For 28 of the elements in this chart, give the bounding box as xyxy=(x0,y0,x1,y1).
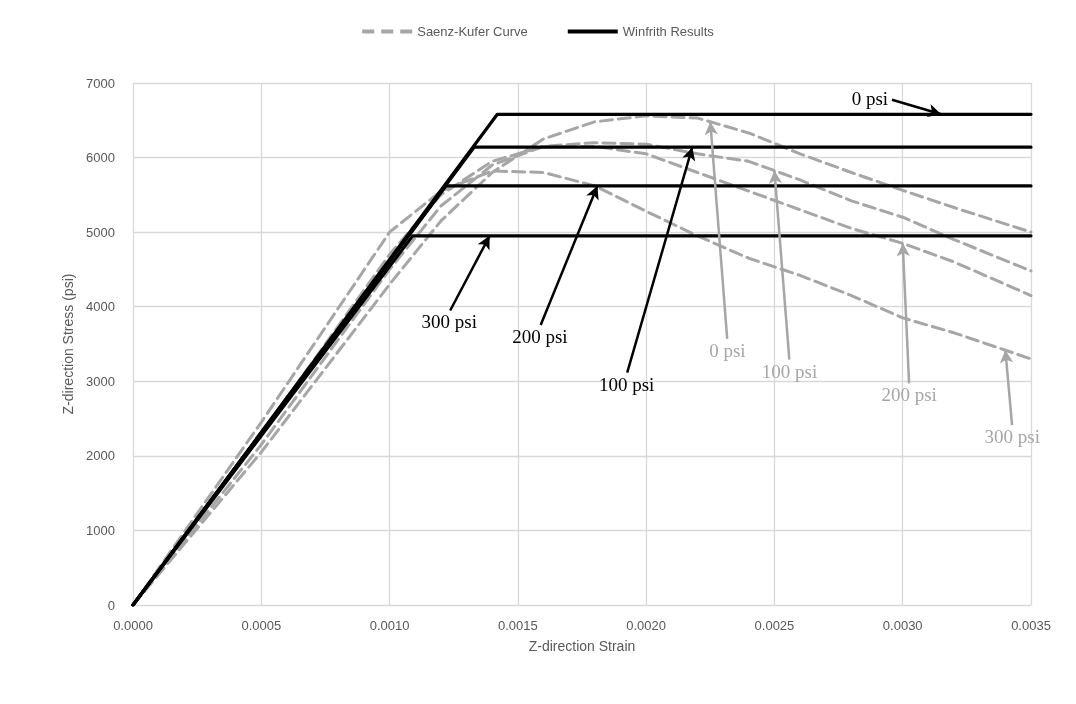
annotation: 100 psi xyxy=(761,360,818,382)
annotation: 0 psi xyxy=(851,88,889,110)
y-tick-label: 6000 xyxy=(86,150,115,166)
y-tick-label: 5000 xyxy=(86,224,115,240)
y-tick-label: 1000 xyxy=(86,522,115,538)
annotation: 300 psi xyxy=(421,311,477,333)
x-tick-label: 0.0025 xyxy=(754,618,795,633)
annotation: 100 psi xyxy=(598,373,655,395)
annotation: 0 psi xyxy=(709,339,746,361)
x-tick-label: 0.0005 xyxy=(241,618,282,633)
x-axis-title: Z-direction Strain xyxy=(528,638,636,654)
y-tick-label: 3000 xyxy=(86,373,115,389)
x-tick-label: 0.0015 xyxy=(497,618,538,633)
annotation: 300 psi xyxy=(984,426,1040,448)
x-tick-label: 0.0010 xyxy=(369,618,410,633)
legend-label: Saenz-Kufer Curve xyxy=(417,24,528,39)
y-tick-label: 7000 xyxy=(86,75,115,91)
x-tick-label: 0.0000 xyxy=(113,618,153,633)
annotation: 200 psi xyxy=(881,384,937,406)
y-axis-title: Z-direction Stress (psi) xyxy=(60,273,77,415)
x-tick-label: 0.0035 xyxy=(1011,618,1051,633)
x-tick-label: 0.0020 xyxy=(626,618,667,633)
y-tick-label: 2000 xyxy=(86,448,115,464)
legend-label: Winfrith Results xyxy=(622,24,715,39)
y-tick-label: 4000 xyxy=(86,299,115,315)
x-tick-label: 0.0030 xyxy=(882,618,923,633)
y-tick-label: 0 xyxy=(107,597,115,613)
annotation: 200 psi xyxy=(512,325,568,347)
